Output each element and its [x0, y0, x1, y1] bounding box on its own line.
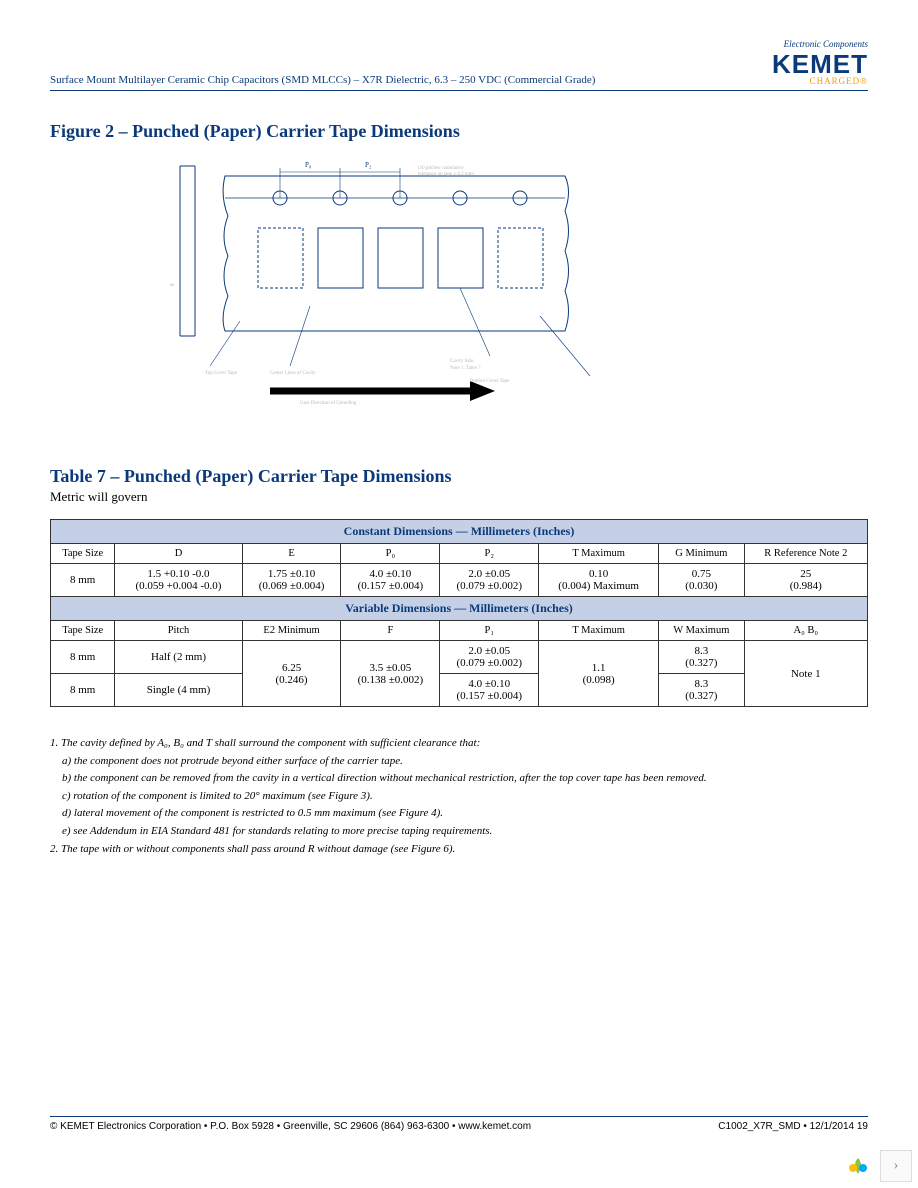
- col-h: Tape Size: [51, 621, 115, 641]
- page-header: Surface Mount Multilayer Ceramic Chip Ca…: [50, 40, 868, 91]
- table-header-row: Tape Size Pitch E2 Minimum F P₁ T Maximu…: [51, 621, 868, 641]
- col-h: P₁: [440, 621, 539, 641]
- note-1b: b) the component can be removed from the…: [62, 770, 868, 788]
- col-h: T Maximum: [539, 544, 659, 564]
- col-h: P₀: [341, 544, 440, 564]
- section1-header: Constant Dimensions — Millimeters (Inche…: [51, 520, 868, 544]
- cavity-size-label: Cavity Size,: [450, 359, 474, 364]
- section2-header: Variable Dimensions — Millimeters (Inche…: [51, 597, 868, 621]
- pitch-tolerance-note: (10 pitches cumulative: [418, 166, 464, 171]
- col-h: Pitch: [115, 621, 242, 641]
- svg-text:Note 1, Table 7: Note 1, Table 7: [450, 366, 481, 371]
- dimensions-table: Constant Dimensions — Millimeters (Inche…: [50, 519, 868, 707]
- col-h: E2 Minimum: [242, 621, 341, 641]
- carrier-tape-diagram: P₀ P₂ (10 pitches cumulative tolerance o…: [170, 156, 600, 406]
- note-1d: d) lateral movement of the component is …: [62, 805, 868, 823]
- metric-govern: Metric will govern: [50, 489, 868, 505]
- top-cover-label: Top Cover Tape: [205, 371, 238, 376]
- doc-title: Surface Mount Multilayer Ceramic Chip Ca…: [50, 74, 595, 86]
- bottom-cover-label: Bottom Cover Tape: [470, 379, 510, 384]
- col-h: R Reference Note 2: [744, 544, 867, 564]
- note-1a: a) the component does not protrude beyon…: [62, 753, 868, 771]
- table-header-row: Tape Size D E P₀ P₂ T Maximum G Minimum …: [51, 544, 868, 564]
- figure-title: Figure 2 – Punched (Paper) Carrier Tape …: [50, 121, 868, 142]
- notes-block: 1. The cavity defined by A₀, B₀ and T sh…: [50, 735, 868, 858]
- logo-super: Electronic Components: [772, 40, 868, 49]
- center-line-label: Center Lines of Cavity: [270, 371, 316, 376]
- svg-text:tolerance on tape ± 0.2 mm): tolerance on tape ± 0.2 mm): [418, 172, 475, 177]
- viewer-logo-icon: [842, 1150, 874, 1182]
- col-h: F: [341, 621, 440, 641]
- col-h: P₂: [440, 544, 539, 564]
- page-footer: © KEMET Electronics Corporation • P.O. B…: [50, 1116, 868, 1132]
- table-row: 8 mm Half (2 mm) 6.25(0.246) 3.5 ±0.05(0…: [51, 641, 868, 674]
- table-title: Table 7 – Punched (Paper) Carrier Tape D…: [50, 466, 868, 487]
- logo-main: KEMET: [772, 51, 868, 77]
- dim-p0-label: P₀: [305, 161, 312, 169]
- col-h: G Minimum: [659, 544, 745, 564]
- col-h: A₀ B₀: [744, 621, 867, 641]
- col-h: Tape Size: [51, 544, 115, 564]
- note-1e: e) see Addendum in EIA Standard 481 for …: [62, 823, 868, 841]
- col-h: T Maximum: [539, 621, 659, 641]
- footer-left: © KEMET Electronics Corporation • P.O. B…: [50, 1121, 531, 1132]
- bottom-cover-left-label: Bottom Cover Tape: [170, 283, 175, 288]
- brand-logo: Electronic Components KEMET CHARGED®: [772, 40, 868, 86]
- col-h: E: [242, 544, 341, 564]
- table-row: 8 mm 1.5 +0.10 -0.0(0.059 +0.004 -0.0) 1…: [51, 564, 868, 597]
- next-page-button[interactable]: ›: [880, 1150, 912, 1182]
- col-h: D: [115, 544, 242, 564]
- note-2: 2. The tape with or without components s…: [50, 841, 868, 859]
- note-1c: c) rotation of the component is limited …: [62, 788, 868, 806]
- chevron-right-icon: ›: [894, 1158, 899, 1174]
- footer-right: C1002_X7R_SMD • 12/1/2014 19: [718, 1121, 868, 1132]
- note-1: 1. The cavity defined by A₀, B₀ and T sh…: [50, 735, 868, 753]
- col-h: W Maximum: [659, 621, 745, 641]
- dim-p2-label: P₂: [365, 161, 372, 169]
- direction-label: User Direction of Unreeling: [300, 401, 357, 406]
